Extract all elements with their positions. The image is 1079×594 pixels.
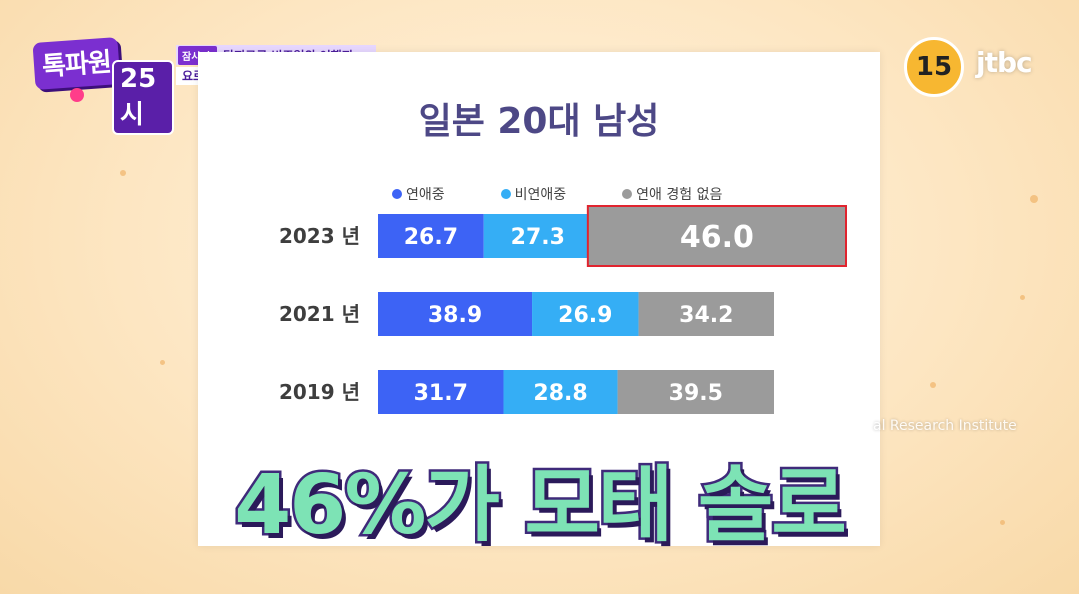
chart-slide: 일본 20대 남성 연애중 비연애중 연애 경험 없음 2023 년 26.7 27… (198, 52, 880, 546)
data-label: 31.7 (414, 381, 468, 406)
bar-segment (378, 370, 504, 414)
bar-segment (617, 370, 774, 414)
legend-swatch (622, 189, 633, 199)
bar-segment (503, 370, 618, 414)
bar-segment (638, 292, 774, 336)
bar-segment (483, 214, 592, 258)
legend-label: 연애 경험 없음 (636, 187, 723, 203)
legend-label: 연애중 (406, 187, 445, 203)
bar-segment (378, 292, 533, 336)
highlight-label: 46.0 (680, 220, 754, 255)
show-logo: 톡파원 25시 (32, 37, 174, 135)
bar-segment (378, 214, 484, 258)
bg-dot (120, 170, 126, 176)
legend-item: 연애 경험 없음 (622, 184, 722, 204)
legend-item: 연애중 (392, 184, 445, 204)
data-label: 27.3 (511, 225, 565, 250)
show-logo-dot (70, 88, 84, 102)
source-credit: al Research Institute (873, 418, 1017, 434)
legend-item: 비연애중 (500, 184, 567, 204)
legend-swatch (500, 189, 511, 199)
data-label: 26.9 (558, 303, 612, 328)
show-logo-main: 톡파원 (32, 37, 121, 90)
chart-legend: 연애중 비연애중 연애 경험 없음 (392, 184, 722, 204)
chart-title: 일본 20대 남성 (418, 101, 660, 142)
legend-swatch (392, 189, 402, 199)
bg-dot (1000, 520, 1005, 525)
data-label: 28.8 (533, 381, 587, 406)
show-logo-sub: 25시 (112, 60, 174, 135)
channel-logo: jtbc (976, 46, 1033, 79)
bg-dot (1030, 195, 1038, 203)
highlight-box (586, 205, 847, 267)
chart-plot: 2023 년 26.7 27.3 46.0 2021 년 38.9 26.9 34.2 2019… (279, 205, 847, 414)
legend-label: 비연애중 (514, 187, 567, 203)
bg-dot (930, 382, 936, 388)
data-label: 34.2 (679, 303, 733, 328)
data-label: 39.5 (669, 381, 723, 406)
subtitle-caption: 46%가 모태 솔로 (232, 456, 850, 556)
category-label: 2023 년 (279, 224, 360, 248)
bg-dot (1020, 295, 1025, 300)
bar-segment (532, 292, 639, 336)
category-label: 2019 년 (279, 380, 360, 404)
data-label: 38.9 (428, 303, 482, 328)
bg-dot (160, 360, 165, 365)
data-label: 26.7 (404, 225, 458, 250)
age-rating-badge: 15 (904, 37, 964, 97)
category-label: 2021 년 (279, 302, 360, 326)
